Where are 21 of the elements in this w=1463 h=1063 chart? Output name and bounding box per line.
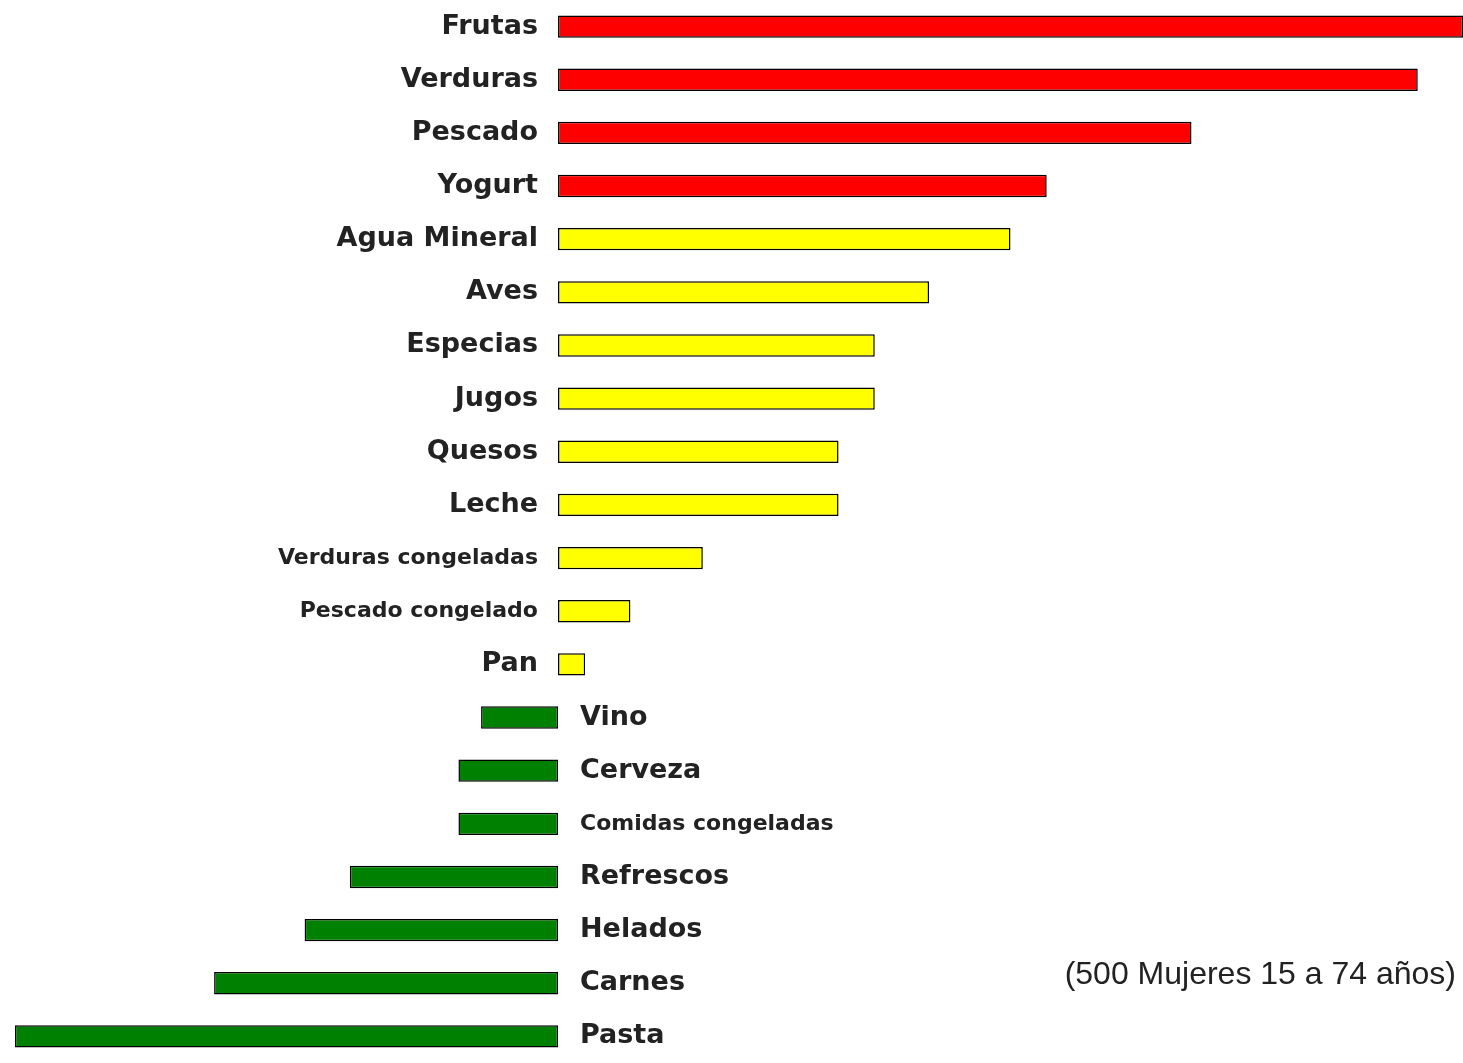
- y-tick-label: Refrescos: [580, 858, 730, 890]
- y-tick-label: Carnes: [580, 965, 685, 997]
- y-tick-label: Quesos: [426, 433, 538, 465]
- y-tick-label: Cerveza: [580, 752, 702, 784]
- y-tick-label: Leche: [448, 486, 538, 518]
- y-tick-label: Helados: [580, 912, 703, 944]
- y-tick-label: Aves: [466, 274, 538, 306]
- y-tick-label: Agua Mineral: [336, 221, 538, 253]
- y-tick-label: Pescado congelado: [299, 596, 538, 622]
- y-tick-label: Verduras: [400, 61, 538, 93]
- y-tick-label: Yogurt: [436, 168, 539, 200]
- y-tick-label: Pan: [481, 646, 538, 678]
- y-tick-label: Pescado: [411, 114, 538, 146]
- y-tick-label: Jugos: [452, 380, 538, 412]
- y-tick-label: Frutas: [441, 8, 538, 40]
- y-tick-label: Comidas congeladas: [580, 809, 834, 835]
- y-tick-label: Verduras congeladas: [277, 543, 538, 569]
- y-tick-label: Pasta: [580, 1018, 665, 1050]
- y-tick-label: Especias: [406, 327, 538, 359]
- annotation: (500 Mujeres 15 a 74 años): [1064, 954, 1456, 991]
- y-tick-label: Vino: [580, 699, 648, 731]
